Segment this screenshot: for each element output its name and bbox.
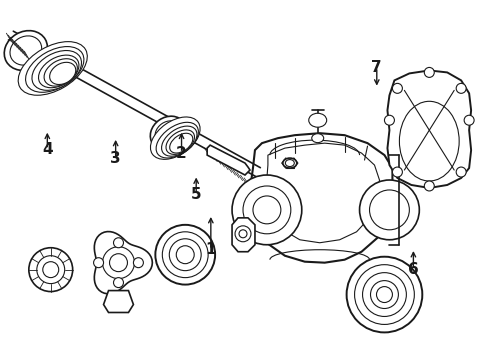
Ellipse shape — [162, 232, 208, 278]
Ellipse shape — [18, 42, 87, 95]
Ellipse shape — [150, 117, 200, 159]
Circle shape — [239, 230, 247, 238]
Circle shape — [94, 258, 103, 268]
Polygon shape — [103, 291, 133, 312]
Ellipse shape — [176, 246, 194, 264]
Polygon shape — [388, 71, 471, 188]
Ellipse shape — [44, 59, 77, 86]
Ellipse shape — [39, 55, 79, 88]
Circle shape — [235, 226, 251, 242]
Ellipse shape — [169, 239, 201, 271]
Ellipse shape — [155, 121, 181, 145]
Circle shape — [110, 254, 127, 272]
Text: 4: 4 — [42, 142, 52, 157]
Circle shape — [360, 180, 419, 240]
Text: 6: 6 — [408, 262, 419, 277]
Circle shape — [43, 262, 59, 278]
Text: 3: 3 — [110, 151, 121, 166]
Polygon shape — [232, 218, 255, 252]
Ellipse shape — [170, 133, 193, 153]
Ellipse shape — [166, 130, 195, 154]
Circle shape — [392, 84, 402, 93]
Circle shape — [464, 115, 474, 125]
Text: 1: 1 — [206, 242, 216, 257]
Ellipse shape — [10, 36, 42, 65]
Ellipse shape — [155, 225, 215, 285]
Ellipse shape — [312, 134, 324, 143]
Ellipse shape — [25, 46, 84, 92]
Polygon shape — [250, 133, 392, 263]
Circle shape — [114, 278, 123, 288]
Text: 7: 7 — [371, 59, 382, 75]
Circle shape — [369, 190, 409, 230]
Circle shape — [133, 258, 144, 268]
Circle shape — [456, 167, 466, 177]
Ellipse shape — [283, 158, 297, 168]
Circle shape — [424, 67, 434, 77]
Circle shape — [102, 247, 134, 279]
Ellipse shape — [162, 126, 197, 156]
Circle shape — [232, 175, 302, 245]
Text: 5: 5 — [191, 187, 201, 202]
Circle shape — [243, 186, 291, 234]
Circle shape — [370, 280, 398, 309]
Text: 2: 2 — [176, 145, 187, 161]
Circle shape — [424, 181, 434, 191]
Circle shape — [114, 238, 123, 248]
Ellipse shape — [309, 113, 327, 127]
Ellipse shape — [156, 122, 198, 158]
Circle shape — [376, 287, 392, 302]
Circle shape — [253, 196, 281, 224]
Circle shape — [355, 265, 415, 324]
Polygon shape — [207, 145, 250, 175]
Polygon shape — [95, 231, 152, 294]
Circle shape — [392, 167, 402, 177]
Circle shape — [363, 273, 406, 316]
Ellipse shape — [49, 62, 76, 85]
Circle shape — [29, 248, 73, 292]
Circle shape — [456, 84, 466, 93]
Ellipse shape — [4, 31, 48, 70]
Circle shape — [37, 256, 65, 284]
Ellipse shape — [285, 159, 294, 167]
Ellipse shape — [32, 50, 81, 90]
Circle shape — [346, 257, 422, 332]
Ellipse shape — [150, 116, 186, 150]
Circle shape — [385, 115, 394, 125]
